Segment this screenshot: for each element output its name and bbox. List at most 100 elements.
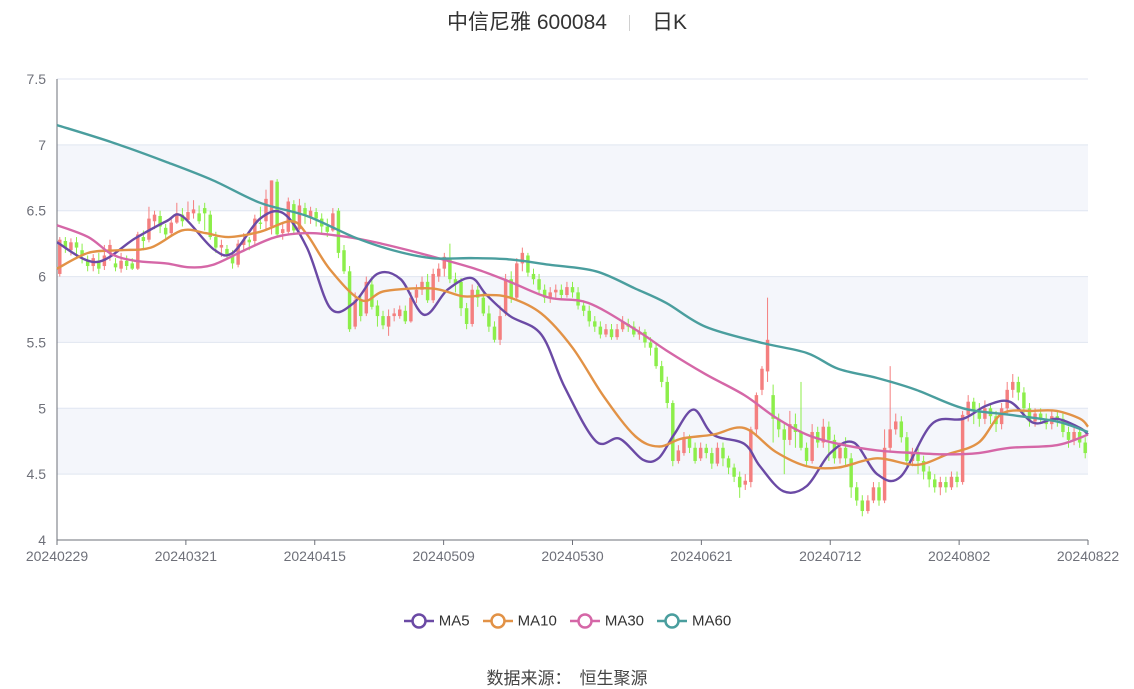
candle-body bbox=[392, 313, 396, 317]
candle-body bbox=[671, 403, 675, 461]
x-tick-label: 20240509 bbox=[412, 548, 475, 564]
candlestick bbox=[498, 305, 502, 346]
candlestick bbox=[191, 200, 196, 219]
candlestick bbox=[74, 237, 79, 257]
candle-body bbox=[431, 273, 435, 301]
candle-body bbox=[197, 213, 201, 222]
candle-body bbox=[693, 447, 697, 461]
candlestick bbox=[392, 308, 396, 322]
period-label: 日K bbox=[651, 11, 687, 34]
candle-body bbox=[108, 244, 112, 253]
candle-body bbox=[1083, 442, 1087, 454]
candle-body bbox=[615, 329, 619, 338]
candle-body bbox=[381, 316, 385, 326]
candle-body bbox=[498, 316, 502, 340]
candle-body bbox=[180, 214, 185, 222]
candle-body bbox=[509, 279, 513, 298]
candlestick bbox=[314, 208, 318, 227]
candlestick bbox=[860, 495, 865, 517]
candle-body bbox=[297, 205, 302, 230]
candle-body bbox=[420, 281, 424, 290]
candle-body bbox=[448, 258, 452, 280]
candlestick bbox=[197, 205, 201, 224]
candlestick bbox=[581, 300, 586, 317]
candle-body bbox=[732, 467, 736, 477]
candle-body bbox=[1011, 381, 1015, 390]
candle-body bbox=[130, 263, 134, 269]
candle-body bbox=[1016, 381, 1021, 393]
candlestick bbox=[158, 210, 162, 234]
candlestick bbox=[921, 455, 926, 480]
candlestick bbox=[788, 410, 792, 446]
legend-marker-icon bbox=[657, 613, 688, 629]
candlestick bbox=[526, 252, 530, 277]
candle-body bbox=[804, 447, 809, 461]
candle-body bbox=[158, 215, 162, 227]
candle-body bbox=[782, 429, 787, 440]
y-tick-label: 4 bbox=[38, 532, 46, 548]
candle-body bbox=[821, 426, 826, 443]
candlestick bbox=[654, 342, 658, 369]
legend: MA5 MA10 MA30 MA60 bbox=[0, 612, 1134, 630]
candle-body bbox=[425, 281, 430, 301]
candlestick bbox=[609, 323, 614, 340]
candlestick bbox=[715, 442, 720, 467]
candle-body bbox=[141, 237, 146, 242]
candle-body bbox=[598, 326, 603, 335]
candle-body bbox=[531, 273, 536, 280]
candlestick bbox=[810, 424, 814, 464]
candlestick bbox=[888, 366, 892, 451]
candlestick bbox=[671, 400, 675, 467]
candle-body bbox=[916, 453, 920, 461]
candlestick bbox=[927, 466, 931, 488]
candle-body bbox=[659, 366, 664, 382]
legend-label: MA30 bbox=[604, 612, 645, 630]
candlestick bbox=[375, 300, 380, 327]
candle-body bbox=[726, 458, 731, 468]
candle-body bbox=[877, 487, 881, 501]
candlestick bbox=[119, 252, 123, 273]
candle-body bbox=[1027, 408, 1032, 422]
candlestick bbox=[1083, 437, 1087, 459]
candle-body bbox=[587, 310, 591, 322]
candle-body bbox=[854, 487, 859, 501]
candle-body bbox=[225, 248, 229, 255]
candlestick bbox=[554, 284, 558, 298]
candlestick bbox=[743, 474, 747, 490]
legend-item-ma10[interactable]: MA10 bbox=[482, 612, 557, 630]
candlestick bbox=[515, 258, 519, 301]
candle-body bbox=[331, 213, 335, 231]
candlestick bbox=[899, 416, 904, 443]
candlestick bbox=[1005, 381, 1009, 414]
candle-body bbox=[258, 222, 263, 224]
legend-item-ma30[interactable]: MA30 bbox=[569, 612, 644, 630]
candlestick bbox=[570, 281, 575, 298]
stock-name: 中信尼雅 600084 bbox=[447, 11, 607, 34]
candle-body bbox=[342, 250, 346, 272]
candlestick bbox=[726, 455, 731, 475]
candle-body bbox=[264, 198, 268, 222]
candlestick bbox=[866, 495, 870, 514]
candle-body bbox=[1055, 416, 1060, 419]
candlestick bbox=[704, 443, 708, 459]
candle-body bbox=[214, 237, 218, 248]
candle-body bbox=[632, 326, 636, 335]
candlestick bbox=[1061, 413, 1065, 438]
candlestick bbox=[342, 244, 346, 274]
candle-body bbox=[788, 424, 792, 440]
legend-item-ma5[interactable]: MA5 bbox=[403, 612, 470, 630]
candlestick bbox=[531, 268, 536, 285]
legend-item-ma60[interactable]: MA60 bbox=[656, 612, 731, 630]
candlestick bbox=[1022, 387, 1026, 414]
candle-body bbox=[983, 408, 987, 419]
legend-label: MA5 bbox=[438, 612, 470, 630]
candle-body bbox=[136, 234, 140, 269]
candlestick bbox=[659, 360, 664, 388]
candle-body bbox=[698, 447, 703, 459]
candlestick bbox=[1011, 374, 1015, 398]
candle-body bbox=[113, 263, 118, 268]
candle-body bbox=[308, 210, 313, 218]
candlestick bbox=[537, 273, 541, 296]
candle-body bbox=[487, 313, 491, 327]
x-tick-label: 20240621 bbox=[670, 548, 733, 564]
